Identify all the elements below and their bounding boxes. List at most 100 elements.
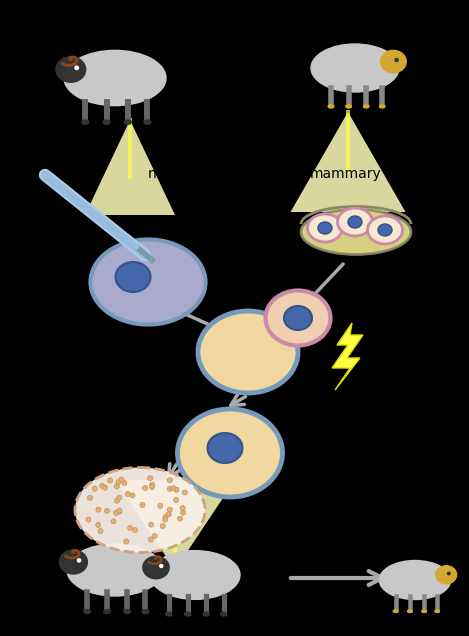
Ellipse shape	[91, 240, 205, 324]
Ellipse shape	[119, 477, 124, 482]
Ellipse shape	[96, 507, 101, 512]
Ellipse shape	[348, 216, 362, 228]
Ellipse shape	[182, 490, 187, 495]
Ellipse shape	[174, 497, 179, 502]
Ellipse shape	[207, 433, 242, 463]
Ellipse shape	[166, 612, 172, 616]
Ellipse shape	[150, 482, 155, 487]
Ellipse shape	[203, 612, 209, 616]
Ellipse shape	[116, 509, 121, 515]
Ellipse shape	[148, 476, 153, 481]
Ellipse shape	[435, 610, 439, 612]
Ellipse shape	[75, 467, 205, 553]
Ellipse shape	[130, 493, 135, 498]
Ellipse shape	[318, 222, 332, 234]
Polygon shape	[115, 480, 235, 570]
Ellipse shape	[167, 487, 173, 492]
Ellipse shape	[328, 105, 334, 108]
Ellipse shape	[98, 529, 103, 534]
Ellipse shape	[265, 291, 331, 345]
Ellipse shape	[143, 556, 169, 579]
Ellipse shape	[92, 486, 97, 491]
Ellipse shape	[125, 492, 130, 497]
Ellipse shape	[103, 485, 107, 490]
Ellipse shape	[75, 66, 78, 69]
Ellipse shape	[96, 522, 101, 527]
Ellipse shape	[422, 610, 426, 612]
Ellipse shape	[177, 409, 282, 497]
Ellipse shape	[114, 484, 120, 489]
Ellipse shape	[122, 481, 127, 486]
Ellipse shape	[124, 120, 131, 124]
Ellipse shape	[148, 537, 153, 542]
Ellipse shape	[144, 120, 151, 124]
Ellipse shape	[177, 516, 182, 521]
Ellipse shape	[103, 120, 110, 124]
Ellipse shape	[105, 509, 109, 513]
Ellipse shape	[379, 560, 451, 600]
Ellipse shape	[149, 522, 154, 527]
Polygon shape	[290, 112, 406, 212]
Ellipse shape	[77, 559, 81, 562]
Ellipse shape	[167, 478, 172, 483]
Ellipse shape	[88, 495, 92, 501]
Ellipse shape	[220, 612, 227, 616]
Ellipse shape	[124, 609, 130, 614]
Ellipse shape	[108, 478, 113, 483]
Ellipse shape	[166, 512, 171, 517]
Ellipse shape	[117, 509, 122, 514]
Ellipse shape	[181, 510, 186, 515]
Ellipse shape	[338, 208, 372, 236]
Ellipse shape	[180, 506, 185, 511]
Ellipse shape	[143, 485, 148, 490]
Ellipse shape	[64, 50, 166, 106]
Ellipse shape	[114, 498, 120, 503]
Ellipse shape	[60, 550, 87, 574]
Ellipse shape	[379, 105, 385, 108]
Ellipse shape	[128, 525, 133, 530]
Ellipse shape	[117, 495, 122, 501]
Ellipse shape	[408, 610, 412, 612]
Ellipse shape	[67, 544, 163, 596]
Ellipse shape	[378, 224, 392, 236]
Ellipse shape	[133, 527, 138, 532]
Ellipse shape	[167, 507, 172, 512]
Ellipse shape	[447, 572, 450, 575]
Ellipse shape	[163, 515, 168, 520]
Ellipse shape	[115, 262, 151, 292]
Ellipse shape	[368, 216, 402, 244]
Ellipse shape	[198, 311, 298, 393]
Ellipse shape	[399, 63, 404, 66]
Ellipse shape	[140, 502, 145, 508]
Ellipse shape	[152, 534, 157, 539]
Ellipse shape	[56, 57, 86, 82]
Ellipse shape	[395, 59, 398, 62]
Ellipse shape	[142, 609, 149, 614]
Polygon shape	[85, 120, 175, 215]
Ellipse shape	[163, 517, 168, 522]
Ellipse shape	[436, 565, 457, 584]
Ellipse shape	[150, 551, 240, 599]
Ellipse shape	[116, 480, 121, 485]
Ellipse shape	[171, 485, 176, 490]
Ellipse shape	[160, 565, 163, 567]
Text: nuclei: nuclei	[148, 167, 189, 181]
Ellipse shape	[124, 539, 129, 544]
Ellipse shape	[308, 214, 342, 242]
Text: Dolly: Dolly	[380, 533, 419, 548]
Ellipse shape	[363, 105, 369, 108]
Polygon shape	[332, 323, 363, 390]
Ellipse shape	[184, 612, 190, 616]
Ellipse shape	[393, 610, 398, 612]
Ellipse shape	[158, 503, 163, 508]
Ellipse shape	[451, 576, 454, 579]
Ellipse shape	[99, 483, 105, 488]
Ellipse shape	[311, 44, 399, 92]
Ellipse shape	[117, 508, 122, 513]
Ellipse shape	[381, 50, 406, 73]
Ellipse shape	[174, 487, 179, 492]
Ellipse shape	[82, 120, 89, 124]
Ellipse shape	[346, 105, 351, 108]
Ellipse shape	[113, 511, 118, 516]
Ellipse shape	[284, 306, 312, 330]
